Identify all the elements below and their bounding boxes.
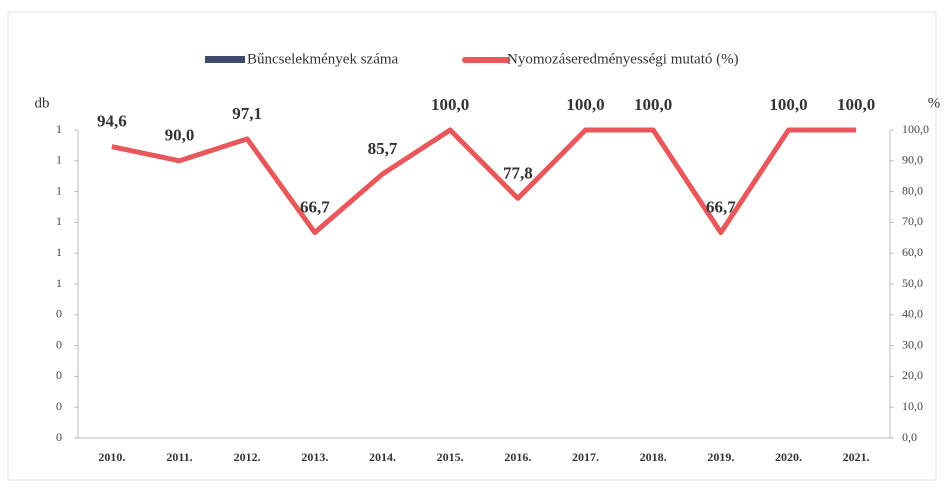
y2-tick-label: 20,0 [902, 368, 923, 382]
data-label: 94,6 [97, 112, 127, 131]
y-tick-label: 0 [56, 337, 62, 351]
data-label: 100,0 [566, 95, 604, 114]
x-tick-label: 2014. [369, 450, 396, 464]
x-tick-label: 2011. [166, 450, 192, 464]
y2-tick-label: 70,0 [902, 214, 923, 228]
y2-tick-label: 30,0 [902, 337, 923, 351]
x-tick-label: 2019. [707, 450, 734, 464]
y2-tick-label: 10,0 [902, 399, 923, 413]
y2-tick-label: 0,0 [902, 430, 917, 444]
chart-frame [7, 11, 937, 481]
x-tick-label: 2021. [843, 450, 870, 464]
data-label: 66,7 [706, 197, 736, 216]
x-tick-label: 2010. [98, 450, 125, 464]
y-tick-label: 0 [56, 430, 62, 444]
y2-tick-label: 80,0 [902, 183, 923, 197]
x-tick-label: 2018. [640, 450, 667, 464]
y-tick-label: 0 [56, 307, 62, 321]
data-label: 100,0 [769, 95, 807, 114]
legend-swatch [205, 56, 245, 63]
line-series [111, 127, 857, 236]
y-tick-label: 1 [56, 245, 62, 259]
data-label: 85,7 [368, 139, 398, 158]
x-tick-label: 2013. [301, 450, 328, 464]
y-tick-label: 1 [56, 276, 62, 290]
y-tick-label: 0 [56, 368, 62, 382]
y2-axis-label: % [928, 95, 941, 111]
y-tick-label: 1 [56, 153, 62, 167]
y2-tick-label: 100,0 [902, 122, 929, 136]
data-label: 97,1 [232, 104, 262, 123]
y-axis-label: db [35, 95, 50, 111]
x-tick-label: 2020. [775, 450, 802, 464]
y2-tick-label: 40,0 [902, 307, 923, 321]
y-tick-label: 1 [56, 122, 62, 136]
legend-label: Nyomozáseredményességi mutató (%) [507, 51, 739, 67]
data-label: 100,0 [837, 95, 875, 114]
y2-tick-label: 60,0 [902, 245, 923, 259]
x-tick-label: 2012. [234, 450, 261, 464]
data-label: 100,0 [431, 95, 469, 114]
x-tick-label: 2016. [504, 450, 531, 464]
x-tick-label: 2015. [437, 450, 464, 464]
data-label: 66,7 [300, 197, 330, 216]
y-tick-label: 1 [56, 183, 62, 197]
y2-tick-label: 50,0 [902, 276, 923, 290]
x-tick-label: 2017. [572, 450, 599, 464]
y2-tick-label: 90,0 [902, 153, 923, 167]
y-tick-label: 1 [56, 214, 62, 228]
legend-label: Bűncselekmények száma [247, 51, 399, 67]
y-tick-label: 0 [56, 399, 62, 413]
data-label: 90,0 [165, 126, 195, 145]
data-label: 100,0 [634, 95, 672, 114]
data-label: 77,8 [503, 163, 533, 182]
